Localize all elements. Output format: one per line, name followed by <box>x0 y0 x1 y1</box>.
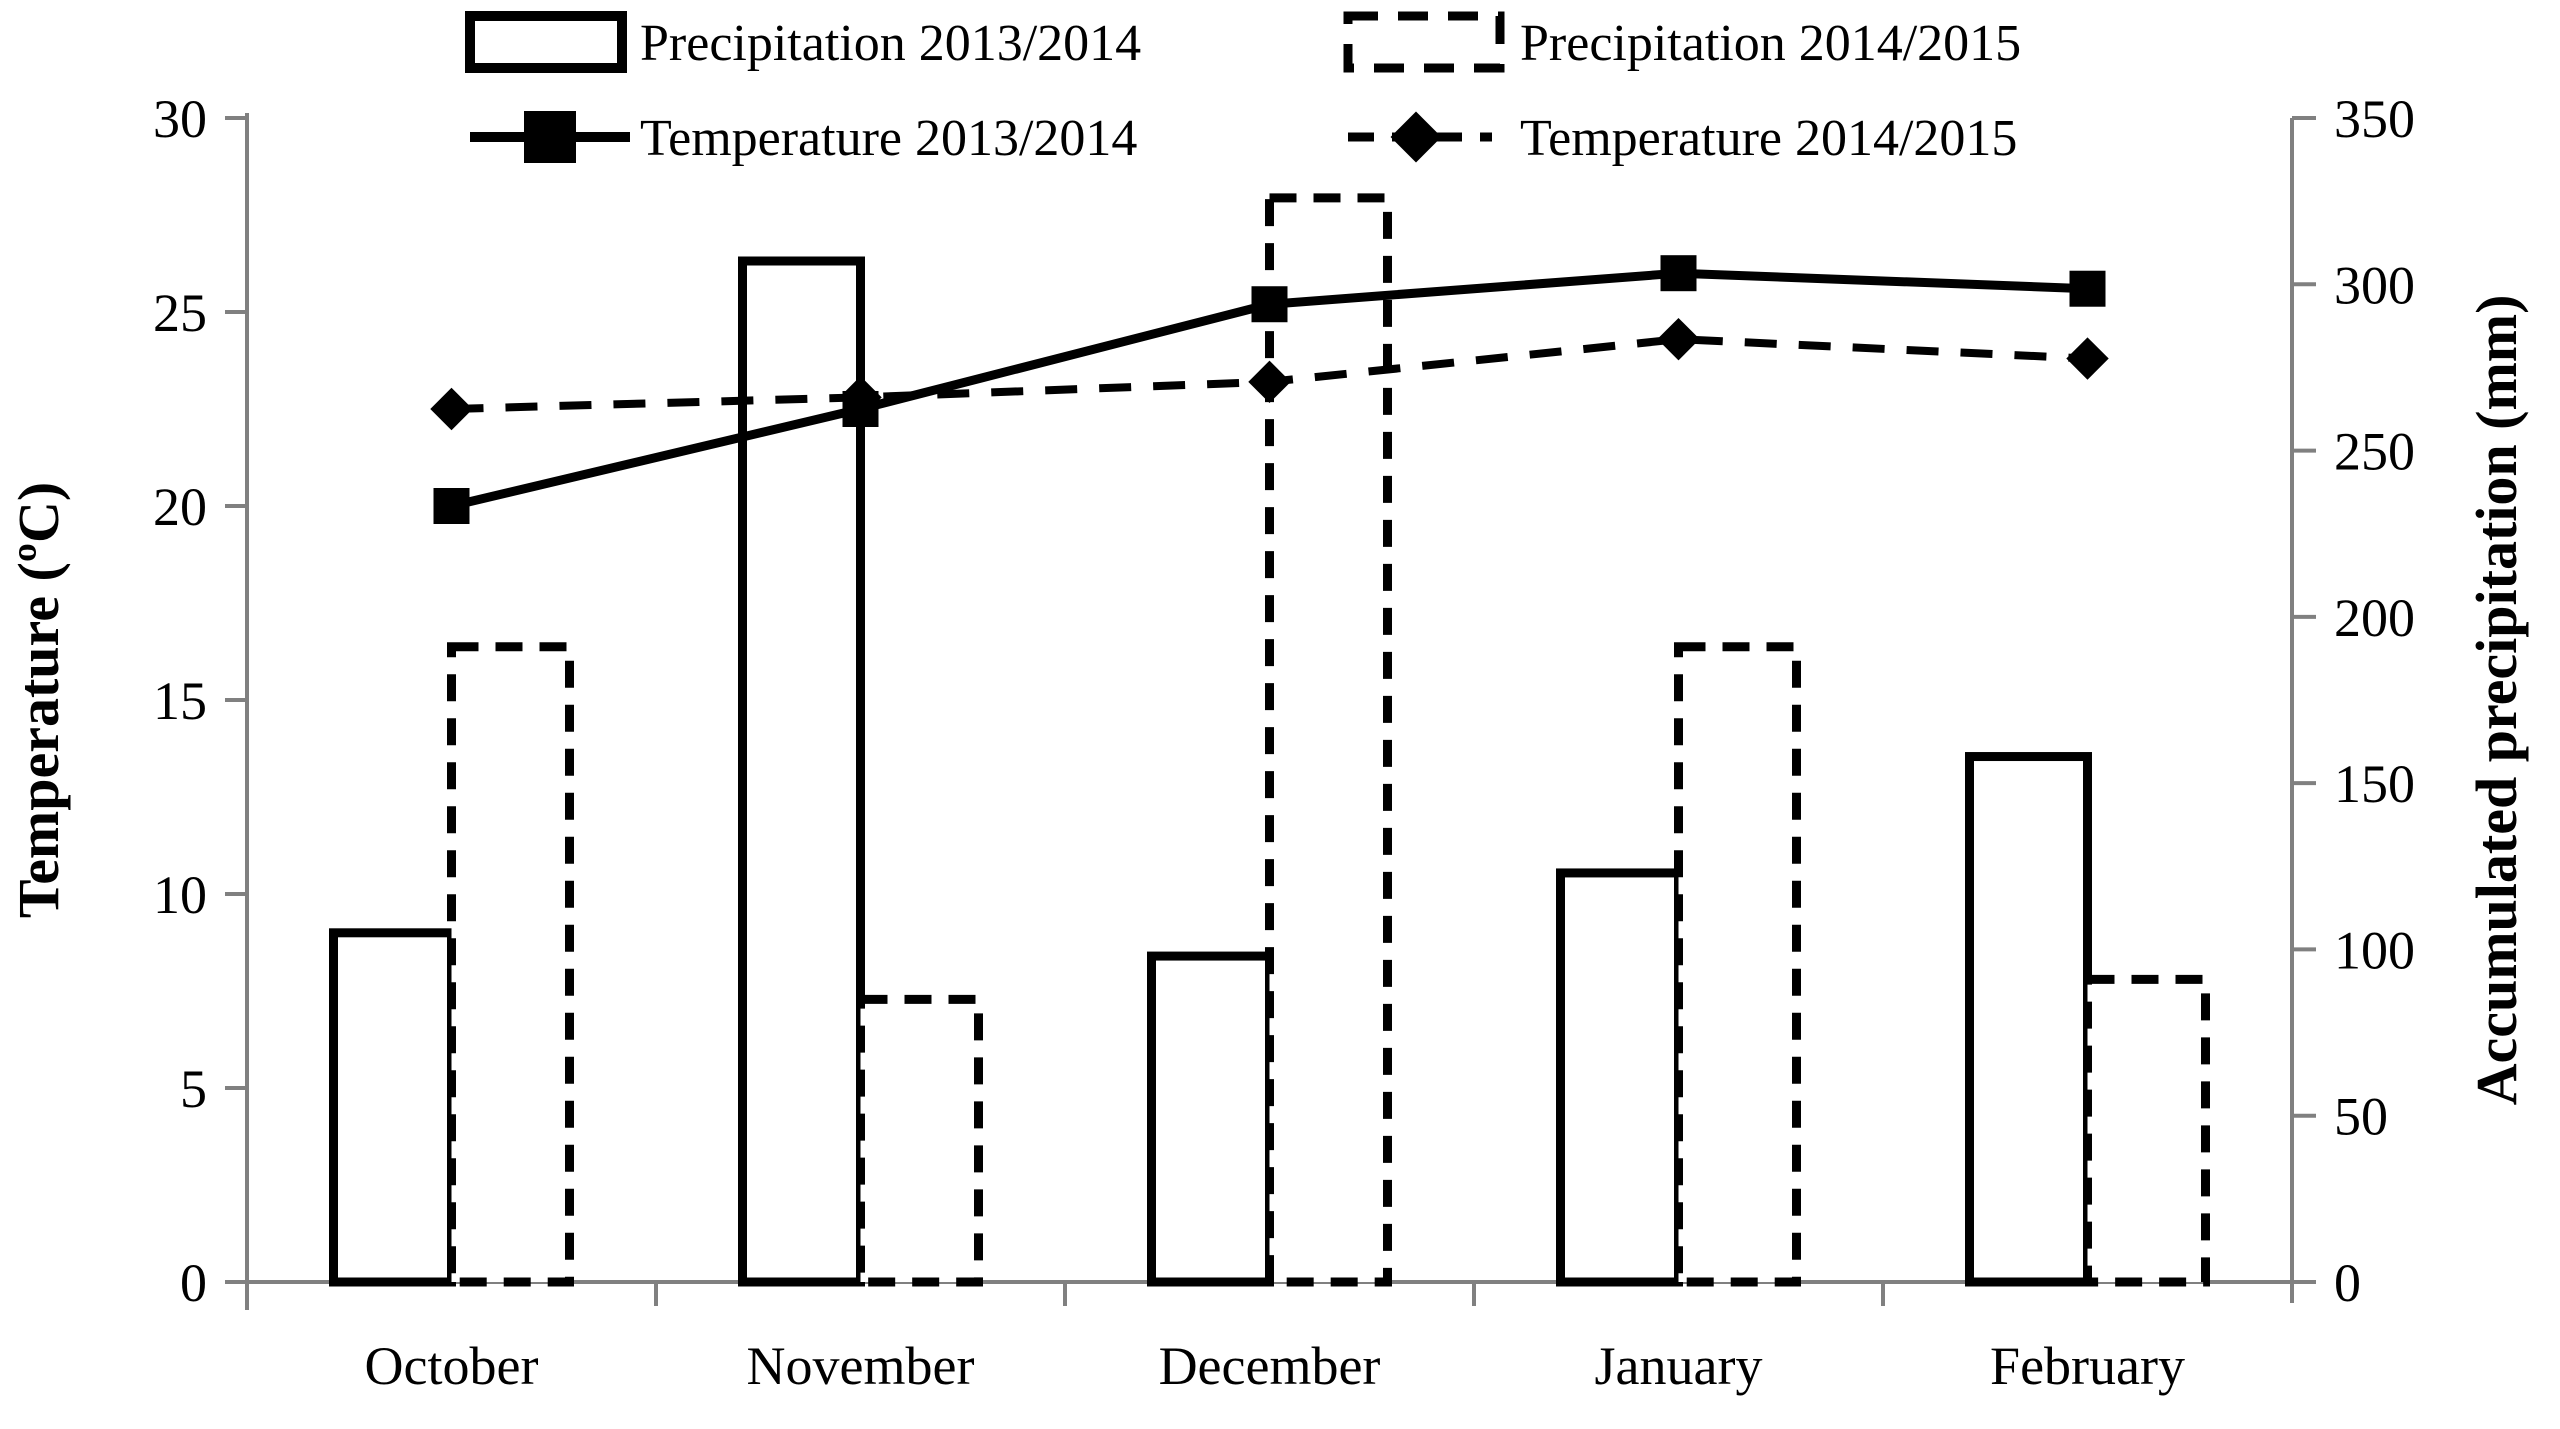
legend-label: Precipitation 2013/2014 <box>640 15 1141 72</box>
bar-december <box>1265 193 1392 1287</box>
square-marker <box>433 488 470 524</box>
legend-swatch-dashed-bar <box>1343 11 1505 73</box>
left-axis-tick-label: 0 <box>180 1253 207 1313</box>
category-label-october: October <box>365 1336 539 1396</box>
right-axis-tick-label: 200 <box>2334 588 2415 648</box>
right-axis-title: Accumulated precipitation (mm) <box>2464 295 2529 1106</box>
legend-label: Precipitation 2014/2015 <box>1520 15 2021 72</box>
square-marker <box>2069 270 2106 307</box>
category-label-november: November <box>747 1336 975 1396</box>
diamond-marker <box>430 387 473 431</box>
left-axis-tick-label: 20 <box>153 477 207 537</box>
legend-entry-2: Precipitation 2014/2015 <box>1343 11 2021 73</box>
legend-diamond-marker <box>1390 111 1442 163</box>
bar-december <box>1147 951 1274 1287</box>
left-axis-tick-label: 10 <box>153 865 207 925</box>
legend-group: Precipitation 2013/2014 Precipitation 201… <box>465 11 2021 167</box>
diamond-marker <box>2066 337 2109 380</box>
bar-october <box>447 642 574 1287</box>
right-axis-tick-label: 250 <box>2334 422 2415 482</box>
bar-january <box>1556 868 1683 1287</box>
left-axis-tick-label: 5 <box>180 1059 207 1119</box>
left-axis-title: Temperature (ºC) <box>6 482 71 918</box>
left-axis-tick-label: 15 <box>153 671 207 731</box>
line-series-group <box>430 255 2109 524</box>
square-marker <box>1251 286 1288 323</box>
diamond-marker <box>1248 360 1291 404</box>
right-axis-tick-label: 50 <box>2334 1087 2388 1147</box>
legend-swatch-solid-bar <box>465 11 627 73</box>
left-axis-tick-label: 30 <box>153 89 207 149</box>
legend-entry-1: Precipitation 2013/2014 <box>465 11 1141 73</box>
bar-series-group <box>329 193 2210 1287</box>
legend-entry-4: Temperature 2014/2015 <box>1348 110 2017 167</box>
category-label-january: January <box>1595 1336 1763 1396</box>
right-axis-tick-label: 350 <box>2334 89 2415 149</box>
bar-series-2013-2014 <box>329 256 2092 1287</box>
axis-labels-group: 051015202530050100150200250300350October… <box>6 89 2529 1396</box>
category-label-february: February <box>1990 1336 2185 1396</box>
legend-entry-3: Temperature 2013/2014 <box>470 110 1137 167</box>
bar-february <box>1965 752 2092 1287</box>
right-axis-tick-label: 150 <box>2334 754 2415 814</box>
left-axis-tick-label: 25 <box>153 283 207 343</box>
legend-label: Temperature 2014/2015 <box>1520 110 2017 167</box>
right-axis-tick-label: 300 <box>2334 255 2415 315</box>
bar-november <box>738 256 865 1287</box>
category-label-december: December <box>1159 1336 1381 1396</box>
legend-label: Temperature 2013/2014 <box>640 110 1137 167</box>
right-axis-tick-label: 0 <box>2334 1253 2361 1313</box>
legend-square-marker <box>524 111 576 163</box>
bar-january <box>1674 642 1801 1287</box>
square-marker <box>1660 255 1697 292</box>
diamond-marker <box>1657 317 1700 361</box>
bar-series-2014-2015 <box>447 193 2210 1287</box>
bar-february <box>2083 974 2210 1287</box>
right-axis-tick-label: 100 <box>2334 920 2415 980</box>
bar-november <box>856 994 983 1287</box>
bar-october <box>329 928 456 1287</box>
